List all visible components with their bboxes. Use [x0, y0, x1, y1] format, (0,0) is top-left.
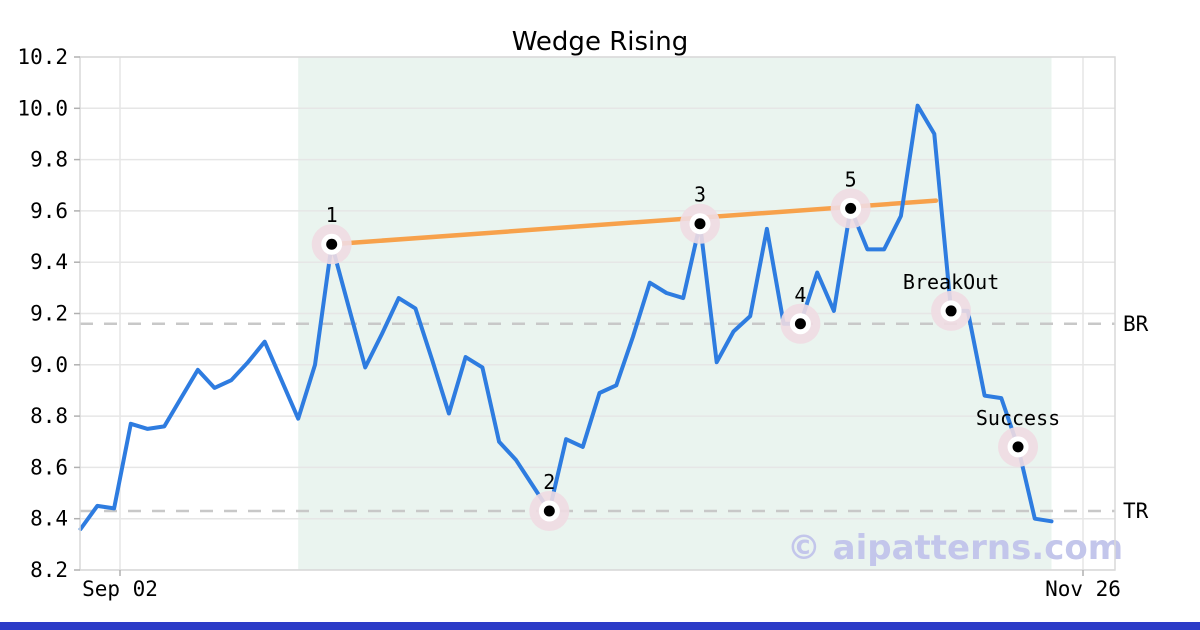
point-marker-3 [694, 218, 706, 230]
point-label-breakout: BreakOut [903, 270, 999, 294]
y-tick-label: 9.8 [30, 148, 68, 172]
y-tick-label: 9.6 [30, 199, 68, 223]
point-marker-5 [845, 202, 857, 214]
y-tick-label: 8.4 [30, 507, 68, 531]
point-label-1: 1 [326, 203, 338, 227]
point-marker-success [1012, 441, 1024, 453]
point-marker-4 [794, 318, 806, 330]
y-tick-label: 10.2 [17, 45, 68, 69]
point-label-4: 4 [794, 283, 806, 307]
chart-title: Wedge Rising [512, 27, 689, 57]
plot-top-layer: 1 2 3 4 5 BreakOut Success 10.2 10.0 9.8 9.6 9.4 9.2… [17, 45, 1148, 601]
level-label-br: BR [1123, 312, 1149, 336]
price-line [78, 103, 1054, 531]
level-label-tr: TR [1123, 499, 1149, 523]
y-tick-label: 9.0 [30, 353, 68, 377]
point-marker-1 [326, 238, 338, 250]
x-tick-label: Sep 02 [82, 577, 158, 601]
point-marker-2 [543, 505, 555, 517]
y-tick-label: 8.2 [30, 558, 68, 582]
plot-base-layer [80, 56, 1115, 571]
y-tick-label: 9.2 [30, 302, 68, 326]
watermark: © aipatterns.com [787, 528, 1123, 568]
point-label-5: 5 [845, 167, 857, 191]
y-tick-label: 10.0 [17, 96, 68, 120]
point-label-2: 2 [543, 470, 555, 494]
point-label-3: 3 [694, 183, 706, 207]
bottom-bar [0, 622, 1200, 630]
y-tick-label: 9.4 [30, 250, 68, 274]
y-tick-label: 8.6 [30, 455, 68, 479]
y-tick-label: 8.8 [30, 404, 68, 428]
point-marker-breakout [945, 305, 957, 317]
x-tick-label: Nov 26 [1045, 577, 1121, 601]
point-label-success: Success [976, 406, 1060, 430]
